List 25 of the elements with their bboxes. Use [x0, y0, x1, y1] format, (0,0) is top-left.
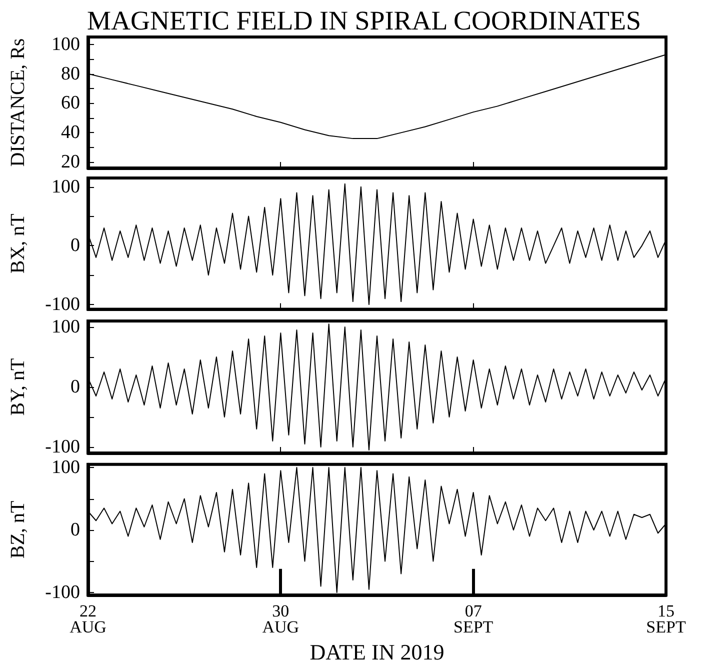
y-tick-label: 100 — [52, 457, 80, 478]
y-tick-label: 80 — [61, 63, 80, 84]
y-axis-title: BY, nT — [7, 358, 29, 416]
y-tick-label: 40 — [61, 122, 80, 144]
x-tick-label: 07 SEPT — [453, 602, 494, 636]
y-axis-title: BZ, nT — [7, 500, 29, 559]
y-tick-label: 0 — [70, 376, 80, 398]
x-axis-title: DATE IN 2019 — [310, 640, 444, 664]
x-tick-label: 22 AUG — [70, 602, 106, 636]
y-axis-title: DISTANCE, Rs — [7, 38, 29, 167]
x-tick-label: 30 AUG — [262, 602, 300, 636]
y-tick-label: 0 — [70, 520, 80, 540]
line-series — [88, 467, 666, 593]
y-axis-title: BX, nT — [7, 214, 29, 274]
chart-title: MAGNETIC FIELD IN SPIRAL COORDINATES — [87, 6, 642, 36]
y-tick-label: 100 — [52, 176, 80, 198]
y-tick-label: 60 — [61, 92, 80, 114]
y-tick-label: -100 — [45, 582, 80, 603]
y-tick-label: -100 — [45, 436, 80, 458]
x-tick-label: 15 SEPT — [646, 602, 686, 636]
y-tick-label: 20 — [61, 152, 80, 173]
y-tick-label: -100 — [45, 294, 80, 315]
y-tick-label: 0 — [70, 235, 80, 256]
y-tick-label: 100 — [52, 316, 80, 338]
y-tick-label: 100 — [52, 34, 80, 55]
